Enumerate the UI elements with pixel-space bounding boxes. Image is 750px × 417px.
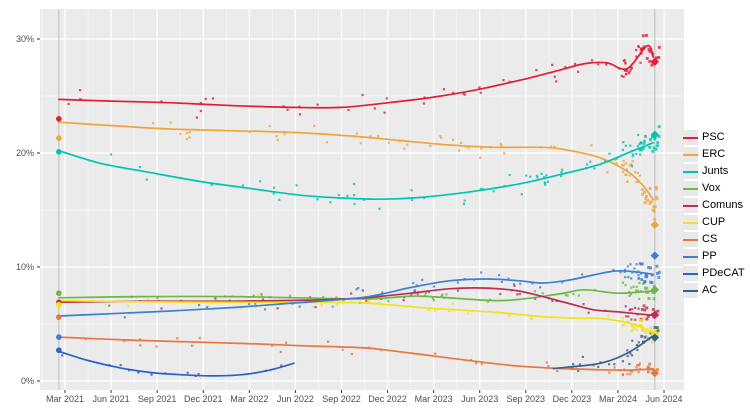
x-tick-label: Sep 2022 — [322, 394, 361, 404]
legend-label: Junts — [702, 165, 729, 177]
legend-key-icon — [683, 181, 698, 196]
legend-label: CS — [702, 233, 718, 245]
y-tick-label: 30% — [16, 34, 34, 44]
legend-key-icon — [683, 130, 698, 145]
result-2024-PSC — [650, 57, 660, 66]
result-2021-CS — [56, 314, 62, 320]
result-2024-ERC — [650, 220, 660, 230]
result-2024-Junts — [650, 130, 660, 139]
legend-item-PSC: PSC — [683, 129, 745, 146]
legend-label: PDeCAT — [702, 267, 745, 279]
legend-key-icon — [683, 266, 698, 281]
gridlines-minor — [40, 9, 684, 390]
x-tick-label: Dec 2022 — [368, 394, 407, 404]
legend-item-PDeCAT: PDeCAT — [683, 265, 745, 282]
x-tick-label: Jun 2024 — [646, 394, 683, 404]
legend-key-icon — [683, 147, 698, 162]
legend-key-icon — [683, 283, 698, 298]
result-2024-Comuns — [650, 310, 660, 320]
gridlines-major — [40, 9, 684, 390]
axes: Mar 2021 Jun 2021 Sep 2021 Dec 2021 Mar 2022… — [16, 34, 683, 404]
legend-item-Junts: Junts — [683, 163, 745, 180]
trend-line-ERC — [58, 121, 655, 201]
trend-line-Vox — [58, 288, 655, 302]
legend-key-icon — [683, 164, 698, 179]
legend-label: Comuns — [702, 199, 743, 211]
result-2021-PSC — [56, 116, 62, 122]
result-2024-AC — [650, 333, 660, 342]
result-2021-PP — [56, 334, 62, 340]
trend-line-CUP — [58, 299, 655, 334]
scatter-CUP — [75, 293, 659, 344]
legend-key-icon — [683, 249, 698, 264]
x-tick-label: Mar 2021 — [46, 394, 84, 404]
legend-key-icon — [683, 215, 698, 230]
result-2021-CUP — [56, 301, 62, 308]
scatter-ERC — [152, 121, 659, 221]
result-2021-PDeCAT — [56, 347, 62, 354]
result-2024-CS — [650, 368, 660, 378]
legend-key-icon — [683, 198, 698, 213]
trend-line-CS — [58, 336, 655, 372]
chart-legend: PSC ERC Junts Vox Comuns CUP CS PP PDeCAT AC — [683, 129, 745, 299]
legend-key-icon — [683, 232, 698, 247]
x-tick-label: Dec 2021 — [184, 394, 223, 404]
y-tick-label: 10% — [16, 262, 34, 272]
x-tick-label: Jun 2022 — [277, 394, 314, 404]
x-tick-label: Mar 2023 — [415, 394, 453, 404]
x-tick-label: Mar 2024 — [599, 394, 637, 404]
x-tick-label: Sep 2021 — [138, 394, 177, 404]
legend-label: CUP — [702, 216, 726, 228]
x-tick-label: Sep 2023 — [507, 394, 546, 404]
result-2021-ERC — [56, 135, 62, 141]
legend-item-Vox: Vox — [683, 180, 745, 197]
legend-item-CUP: CUP — [683, 214, 745, 231]
legend-label: AC — [702, 284, 718, 296]
result-2024-Vox — [650, 285, 660, 294]
legend-item-ERC: ERC — [683, 146, 745, 163]
legend-label: ERC — [702, 148, 726, 160]
trend-line-AC — [552, 334, 655, 370]
legend-item-AC: AC — [683, 282, 745, 299]
trend-line-Comuns — [58, 287, 655, 317]
x-tick-label: Mar 2022 — [230, 394, 268, 404]
legend-label: PP — [702, 250, 717, 262]
trend-line-PSC — [58, 44, 655, 109]
trend-line-PDeCAT — [58, 350, 295, 377]
legend-item-CS: CS — [683, 231, 745, 248]
result-2021-Junts — [56, 149, 62, 155]
x-tick-label: Jun 2021 — [93, 394, 130, 404]
legend-label: PSC — [702, 131, 725, 143]
trend-line-Junts — [58, 141, 655, 201]
legend-item-PP: PP — [683, 248, 745, 265]
y-tick-label: 0% — [21, 376, 34, 386]
result-2021-Vox — [56, 290, 62, 297]
trend-line-PP — [58, 269, 655, 317]
x-tick-label: Jun 2023 — [461, 394, 498, 404]
legend-label: Vox — [702, 182, 721, 194]
x-tick-label: Dec 2023 — [553, 394, 592, 404]
result-2024-PP — [650, 251, 660, 260]
legend-item-Comuns: Comuns — [683, 197, 745, 214]
y-tick-label: 20% — [16, 148, 34, 158]
scatter-Junts — [109, 125, 661, 210]
